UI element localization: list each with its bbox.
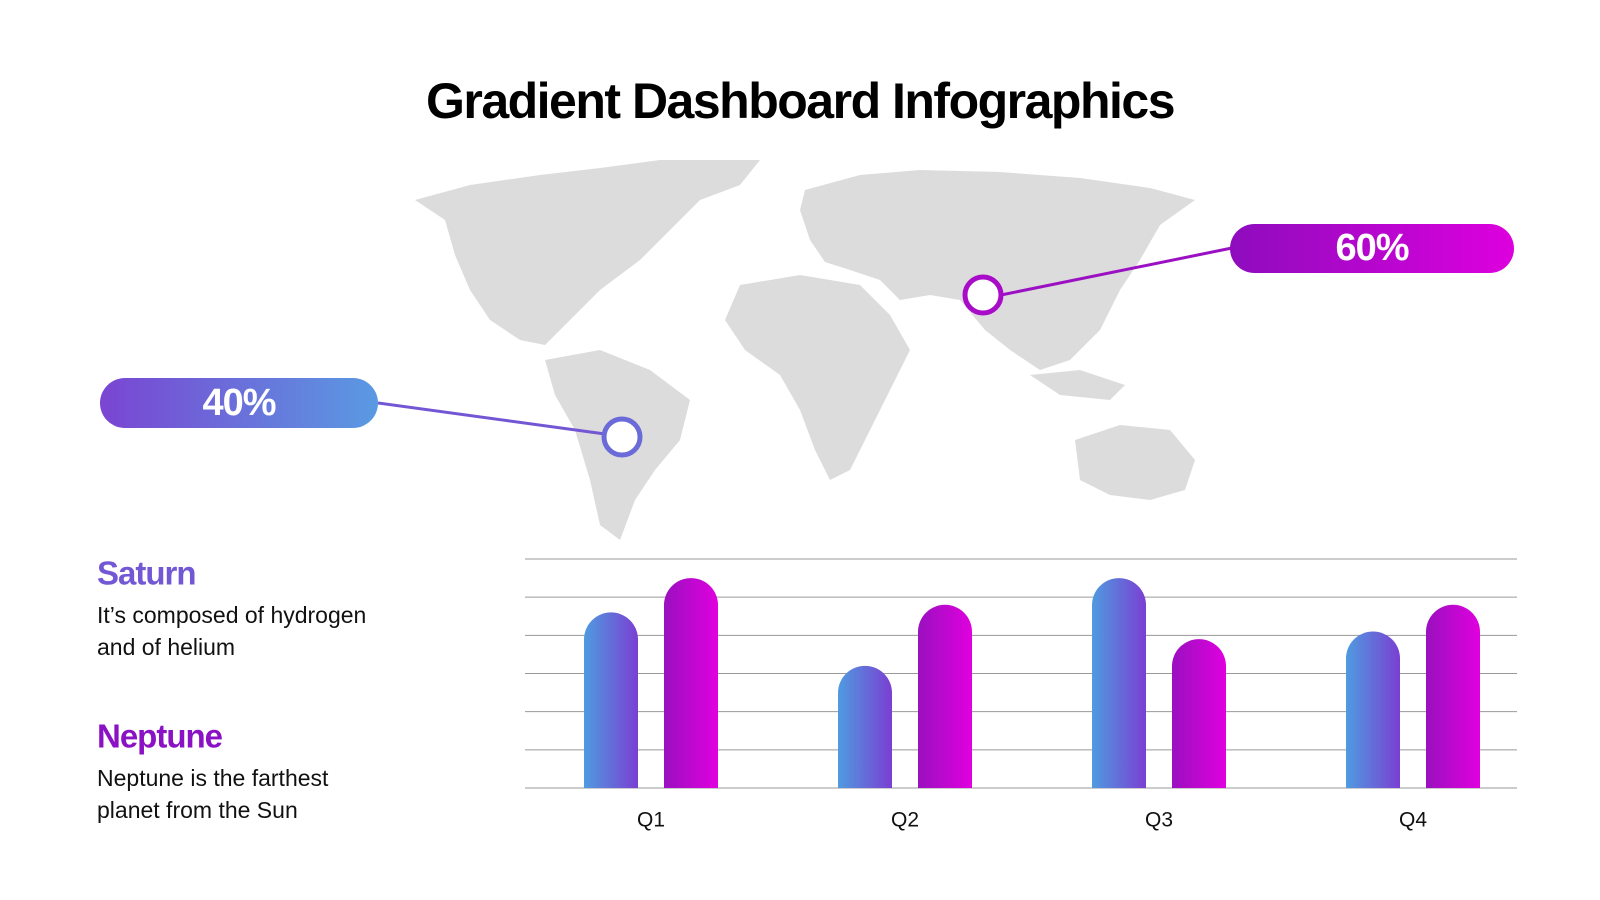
legend-description: It’s composed of hydrogen [97, 602, 366, 628]
legend-description: Neptune is the farthest [97, 765, 329, 791]
legend-description: planet from the Sun [97, 797, 298, 823]
title: Gradient Dashboard Infographics [426, 73, 1174, 129]
legend-name: Saturn [97, 555, 196, 592]
bar [1346, 631, 1400, 788]
bar [838, 665, 892, 788]
bar [584, 612, 638, 788]
bar [1426, 604, 1480, 788]
callout-label: 40% [202, 382, 275, 424]
bar [918, 604, 972, 788]
x-tick-label: Q2 [891, 809, 919, 832]
x-tick-label: Q4 [1399, 809, 1427, 832]
x-tick-label: Q3 [1145, 809, 1173, 832]
legend-description: and of helium [97, 634, 235, 660]
legend-name: Neptune [97, 718, 223, 755]
callout-right: 60% [962, 224, 1514, 316]
bar [1172, 639, 1226, 788]
bar [664, 578, 718, 788]
world-map [415, 160, 1195, 540]
callout-label: 60% [1335, 227, 1408, 269]
x-tick-label: Q1 [637, 809, 665, 832]
callout-left: 40% [100, 378, 643, 458]
bar [1092, 578, 1146, 788]
